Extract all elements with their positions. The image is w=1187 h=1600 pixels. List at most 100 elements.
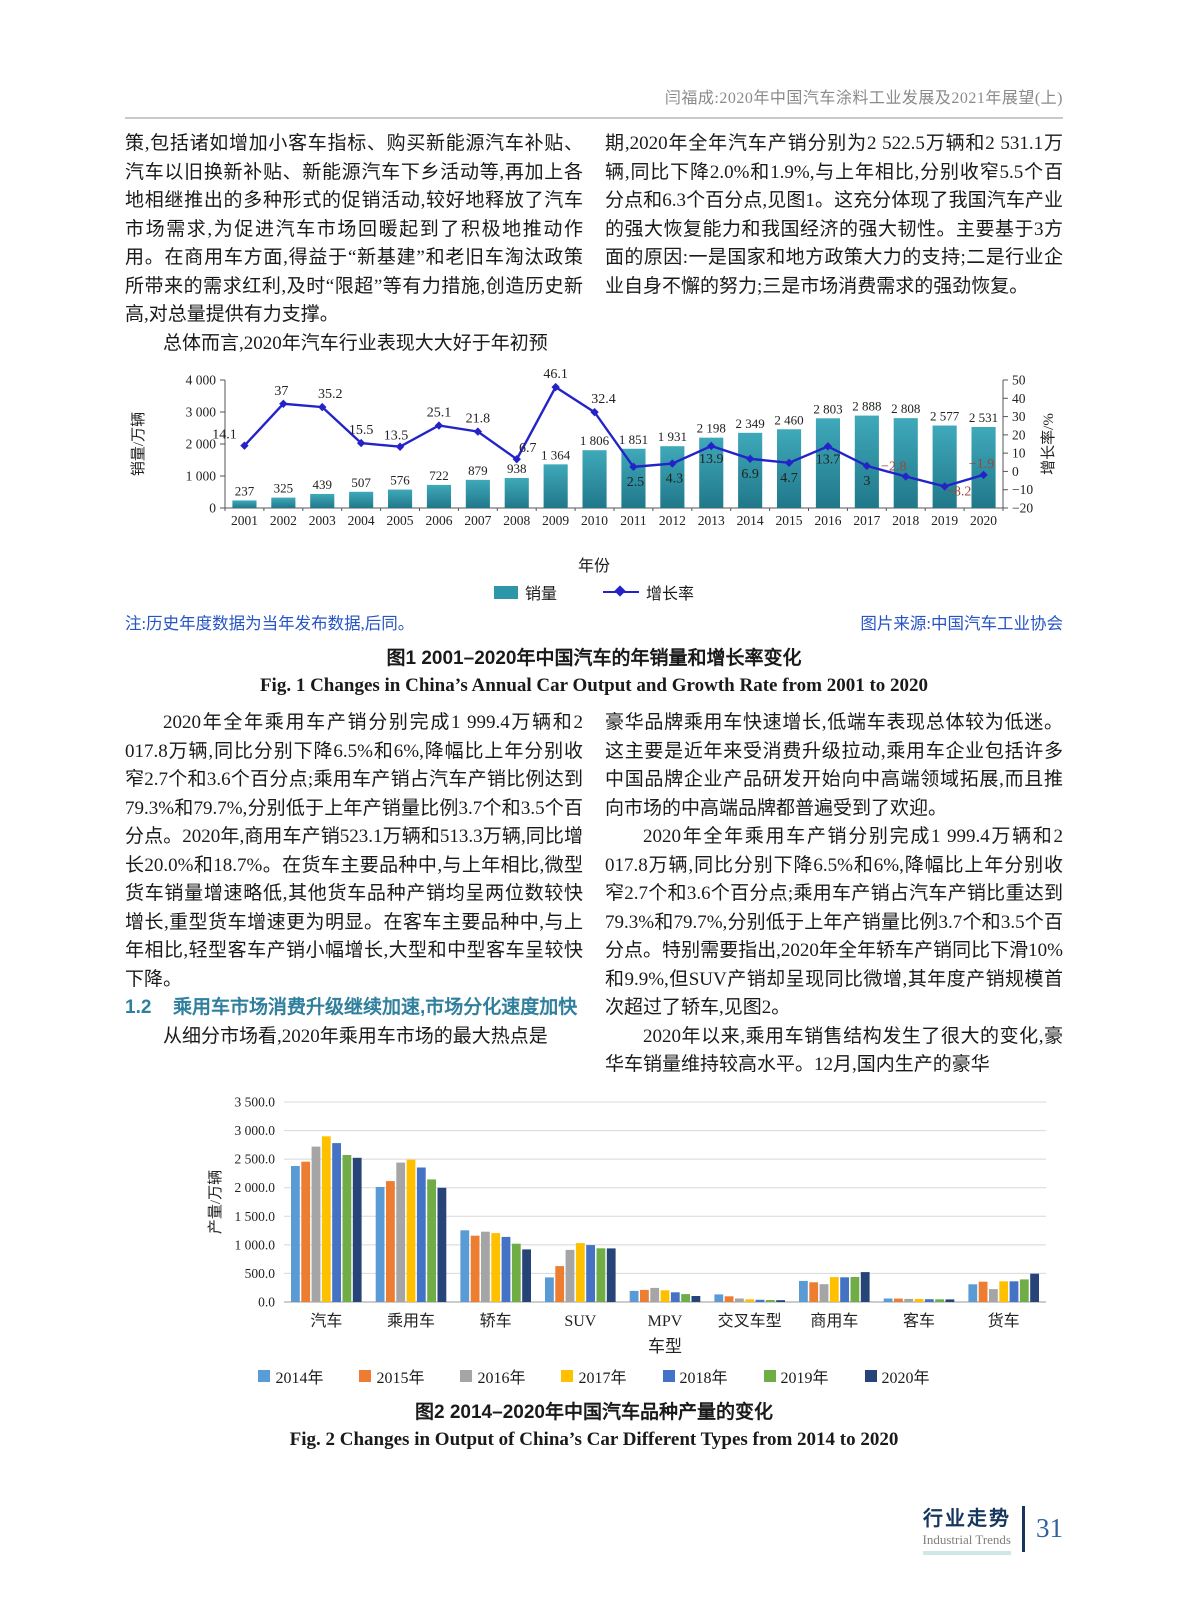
- fig1-note: 注:历史年度数据为当年发布数据,后同。: [125, 614, 415, 633]
- svg-text:1 364: 1 364: [541, 447, 571, 462]
- svg-text:2 531: 2 531: [969, 410, 998, 425]
- right-column-1: 期,2020年全年汽车产销分别为2 522.5万辆和2 531.1万辆,同比下降…: [605, 130, 1063, 358]
- fig1-caption-en: Fig. 1 Changes in China’s Annual Car Out…: [259, 675, 929, 696]
- svg-text:1 000.0: 1 000.0: [235, 1237, 276, 1252]
- fig1-source: 图片来源:中国汽车工业协会: [860, 614, 1063, 633]
- svg-text:−2.8: −2.8: [881, 460, 906, 475]
- series-label: 2015年: [376, 1369, 425, 1387]
- fig2-ylabel: 产量/万辆: [207, 1169, 224, 1233]
- fig2-bars: [291, 1135, 1039, 1302]
- svg-text:2.5: 2.5: [627, 475, 645, 490]
- fig1-chart: 0 1 000 2 000 3 000 4 000 −20 −10 0 10 20 30 40 50 20…: [125, 366, 1063, 550]
- svg-text:货车: 货车: [988, 1312, 1020, 1330]
- svg-text:2003: 2003: [309, 513, 336, 528]
- fig1-ylabel-left: 销量/万辆: [130, 412, 147, 476]
- svg-text:2008: 2008: [503, 513, 530, 528]
- svg-text:2 198: 2 198: [697, 421, 726, 436]
- fig2-legend: 2014年 2015年 2016年 2017年 2018年 2019年 2020年: [125, 1364, 1063, 1388]
- svg-text:2006: 2006: [425, 513, 452, 528]
- svg-text:−1.9: −1.9: [969, 457, 994, 472]
- series-label: 2014年: [275, 1369, 324, 1387]
- svg-text:2 460: 2 460: [774, 412, 803, 427]
- paragraph: 豪华品牌乘用车快速增长,低端车表现总体较为低迷。这主要是近年来受消费升级拉动,乘…: [605, 712, 1063, 819]
- footer-labels: 行业走势 Industrial Trends: [922, 1502, 1011, 1555]
- svg-text:2 000.0: 2 000.0: [235, 1180, 276, 1195]
- svg-text:500.0: 500.0: [245, 1265, 276, 1280]
- svg-text:0.0: 0.0: [258, 1294, 275, 1309]
- svg-text:2 000: 2 000: [186, 437, 217, 452]
- series-swatch-icon: [359, 1369, 372, 1382]
- svg-text:722: 722: [429, 468, 449, 483]
- svg-text:325: 325: [274, 481, 294, 496]
- fig1-svg: 0 1 000 2 000 3 000 4 000 −20 −10 0 10 20 30 40 50 20…: [130, 367, 1057, 528]
- series-swatch-icon: [763, 1369, 776, 1382]
- svg-text:3 500.0: 3 500.0: [235, 1094, 276, 1109]
- svg-text:2002: 2002: [270, 513, 297, 528]
- right-column-2: 豪华品牌乘用车快速增长,低端车表现总体较为低迷。这主要是近年来受消费升级拉动,乘…: [605, 709, 1063, 1080]
- svg-text:6.9: 6.9: [741, 467, 759, 482]
- svg-text:乘用车: 乘用车: [387, 1312, 435, 1330]
- paragraph: 2020年以来,乘用车销售结构发生了很大的变化,豪华车销量维持较高水平。12月,…: [605, 1025, 1063, 1076]
- svg-text:轿车: 轿车: [480, 1312, 512, 1330]
- svg-text:2011: 2011: [620, 513, 647, 528]
- svg-text:2015: 2015: [776, 513, 803, 528]
- fig2-legend-item: 2015年: [359, 1364, 424, 1388]
- svg-text:30: 30: [1012, 409, 1026, 424]
- fig1-bars: [232, 415, 996, 508]
- svg-text:2020: 2020: [970, 513, 997, 528]
- text-row-2: 2020年全年乘用车产销分别完成1 999.4万辆和2 017.8万辆,同比分别…: [125, 709, 1063, 1080]
- svg-text:3: 3: [863, 474, 870, 489]
- figure-2: 0.0 500.0 1 000.0 1 500.0 2 000.0 2 500.0 3 00…: [125, 1088, 1063, 1451]
- fig1-ylabel-right: 增长率/%: [1040, 413, 1057, 475]
- svg-text:1 806: 1 806: [580, 433, 610, 448]
- svg-text:2018: 2018: [892, 513, 919, 528]
- svg-text:13.9: 13.9: [699, 452, 724, 467]
- fig1-notes: 注:历史年度数据为当年发布数据,后同。 图片来源:中国汽车工业协会: [125, 610, 1063, 634]
- fig1-bar-labels: 237 325 439 507 576 722 879 938 1 364 1 806 1 851 1…: [235, 399, 998, 499]
- svg-text:46.1: 46.1: [543, 367, 568, 382]
- svg-text:4 000: 4 000: [186, 373, 217, 388]
- svg-text:14.1: 14.1: [212, 428, 237, 443]
- paragraph: 总体而言,2020年汽车行业表现大大好于年初预: [163, 332, 548, 354]
- fig2-caption-cn: 图2 2014–2020年中国汽车品种产量的变化: [415, 1401, 773, 1423]
- svg-text:2 808: 2 808: [891, 401, 920, 416]
- sales-swatch-icon: [493, 585, 518, 599]
- svg-text:576: 576: [390, 473, 410, 488]
- svg-text:3 000: 3 000: [186, 405, 217, 420]
- svg-text:10: 10: [1012, 446, 1026, 461]
- svg-text:2 888: 2 888: [852, 399, 881, 414]
- svg-text:2009: 2009: [542, 513, 569, 528]
- svg-text:2004: 2004: [348, 513, 375, 528]
- svg-text:−10: −10: [1012, 482, 1033, 497]
- svg-text:20: 20: [1012, 427, 1026, 442]
- page-number: 31: [1036, 1513, 1063, 1543]
- fig2-svg: 0.0 500.0 1 000.0 1 500.0 2 000.0 2 500.0 3 00…: [207, 1094, 1046, 1356]
- svg-text:1 931: 1 931: [658, 429, 687, 444]
- fig2-caption-en: Fig. 2 Changes in Output of China’s Car …: [289, 1428, 899, 1450]
- svg-text:商用车: 商用车: [810, 1312, 858, 1330]
- svg-text:439: 439: [313, 477, 333, 492]
- svg-text:6.7: 6.7: [519, 441, 537, 456]
- series-label: 2018年: [679, 1369, 728, 1387]
- svg-text:50: 50: [1012, 373, 1026, 388]
- svg-text:−20: −20: [1012, 501, 1033, 516]
- fig2-ytick-labels: 0.0 500.0 1 000.0 1 500.0 2 000.0 2 500.0 3 00…: [235, 1094, 276, 1309]
- svg-text:13.5: 13.5: [384, 429, 409, 444]
- fig1-caption-cn: 图1 2001–2020年中国汽车的年销量和增长率变化: [386, 648, 802, 669]
- svg-text:2005: 2005: [387, 513, 414, 528]
- svg-text:879: 879: [468, 463, 488, 478]
- svg-text:3 000.0: 3 000.0: [235, 1123, 276, 1138]
- fig2-legend-item: 2016年: [460, 1364, 525, 1388]
- svg-text:2019: 2019: [931, 513, 958, 528]
- series-label: 2020年: [881, 1369, 930, 1387]
- section-number: 1.2: [125, 997, 152, 1018]
- svg-text:0: 0: [209, 501, 216, 516]
- svg-text:1 851: 1 851: [619, 432, 648, 447]
- svg-text:汽车: 汽车: [310, 1312, 342, 1330]
- text-row-1: 策,包括诸如增加小客车指标、购买新能源汽车补贴、汽车以旧换新补贴、新能源汽车下乡…: [125, 130, 1063, 358]
- svg-text:938: 938: [507, 461, 527, 476]
- fig2-legend-item: 2014年: [258, 1364, 323, 1388]
- svg-text:2 500.0: 2 500.0: [235, 1151, 276, 1166]
- growth-line-icon: [603, 585, 639, 597]
- svg-text:1 500.0: 1 500.0: [235, 1208, 276, 1223]
